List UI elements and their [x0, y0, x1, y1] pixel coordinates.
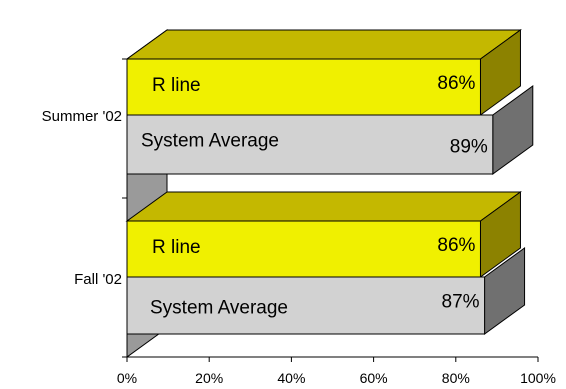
x-tick-label: 0% — [117, 370, 137, 386]
series-label: R line — [152, 237, 201, 258]
x-tick-label: 80% — [442, 370, 470, 386]
bar-system-average — [126, 114, 494, 175]
category-label: Summer '02 — [42, 108, 122, 125]
bar-top-face — [125, 29, 523, 60]
x-tick-label: 40% — [277, 370, 305, 386]
data-label: 86% — [437, 73, 475, 94]
bar-top-face — [125, 191, 523, 222]
data-label: 89% — [450, 137, 488, 158]
series-label: System Average — [141, 131, 279, 152]
series-label: System Average — [150, 298, 288, 319]
x-tick-label: 20% — [195, 370, 223, 386]
x-tick-label: 100% — [520, 370, 556, 386]
bar-r-line — [126, 58, 481, 116]
data-label: 86% — [437, 235, 475, 256]
category-label: Fall '02 — [74, 271, 122, 288]
series-label: R line — [152, 75, 201, 96]
x-tick-label: 60% — [360, 370, 388, 386]
bar-r-line — [126, 220, 481, 278]
bar-system-average — [126, 276, 486, 335]
data-label: 87% — [442, 292, 480, 313]
